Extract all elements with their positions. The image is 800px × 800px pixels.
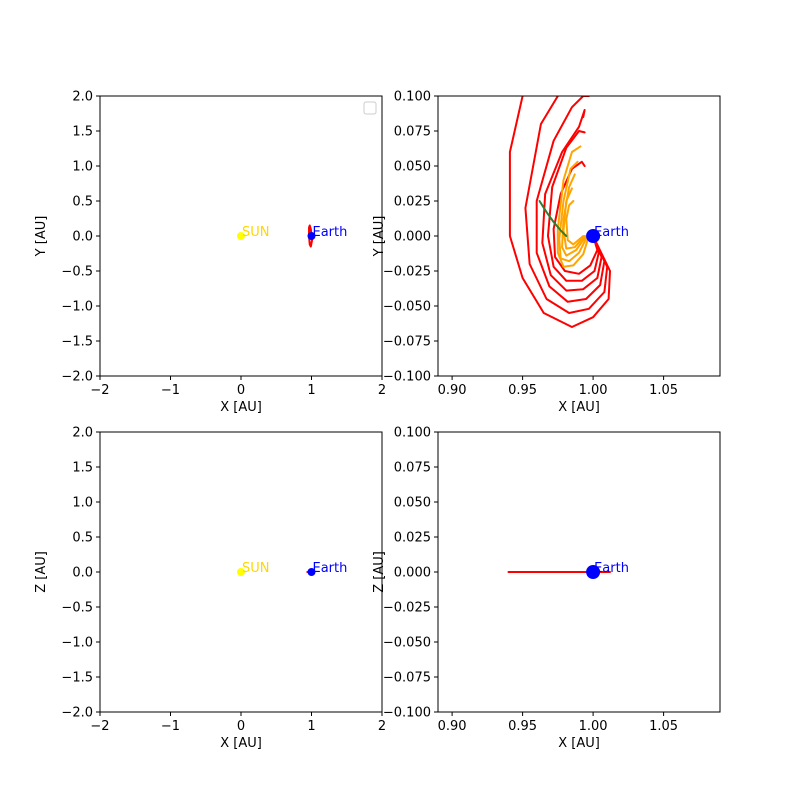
y-tick-label: 1.0 — [72, 160, 93, 175]
sun-marker — [237, 232, 245, 240]
x-tick-label: 0 — [237, 383, 245, 398]
x-tick-label: −1 — [161, 383, 180, 398]
y-tick-label: 0.5 — [72, 195, 93, 210]
legend-box — [363, 101, 377, 115]
series-line-8 — [561, 173, 588, 257]
x-tick-label: 1.05 — [649, 383, 678, 398]
x-tick-label: 2 — [378, 383, 386, 398]
y-tick-label: 2.0 — [72, 426, 93, 441]
x-tick-label: 0 — [237, 719, 245, 734]
series-line-7 — [558, 160, 589, 263]
y-axis-label: Z [AU] — [372, 551, 387, 593]
panel-bottom-right: 0.90 0.95 1.00 1.05 −0.100 −0.075 −0.050 −0.025… — [372, 426, 721, 751]
x-tick-label: 1 — [307, 383, 315, 398]
y-tick-label: 1.5 — [72, 125, 93, 140]
y-tick-label: 0.025 — [394, 531, 431, 546]
y-tick-label: 0.000 — [394, 230, 431, 245]
series-line-4 — [546, 130, 600, 282]
y-axis-label: Y [AU] — [372, 216, 387, 258]
y-tick-label: −1.0 — [61, 636, 93, 651]
series-line-3 — [541, 109, 603, 292]
x-tick-label: 1 — [307, 719, 315, 734]
y-tick-label: 0.100 — [394, 90, 431, 105]
series-line-2 — [535, 96, 606, 303]
plot-area — [237, 224, 316, 248]
sun-label: SUN — [242, 561, 270, 576]
earth-label: Earth — [313, 561, 348, 576]
x-tick-label: 0.90 — [438, 383, 467, 398]
y-tick-label: −0.100 — [383, 706, 431, 721]
x-axis-label: X [AU] — [558, 736, 600, 751]
x-tick-label: 1.00 — [579, 719, 608, 734]
plot-area — [237, 568, 316, 576]
y-tick-label: 0.050 — [394, 160, 431, 175]
panel-top-left: −2 −1 0 1 2 −2.0 −1.5 −1.0 −0.5 0.0 0.5 1.0 1.5 2.0 X … — [34, 90, 386, 416]
earth-marker — [307, 232, 316, 240]
x-tick-label: 0.95 — [508, 383, 537, 398]
series-line-0 — [508, 96, 612, 328]
y-tick-label: 1.0 — [72, 496, 93, 511]
sun-label: SUN — [242, 225, 270, 240]
y-tick-label: 0.075 — [394, 125, 431, 140]
y-tick-label: 0.075 — [394, 461, 431, 476]
x-tick-label: 2 — [378, 719, 386, 734]
x-tick-label: 0.90 — [438, 719, 467, 734]
x-tick-label: 1.00 — [579, 383, 608, 398]
x-tick-label: 0.95 — [508, 719, 537, 734]
y-tick-label: −1.5 — [61, 671, 93, 686]
earth-marker — [307, 568, 316, 576]
y-tick-label: 0.025 — [394, 195, 431, 210]
y-tick-label: −0.075 — [383, 335, 431, 350]
y-tick-label: −1.5 — [61, 335, 93, 350]
x-axis-label: X [AU] — [220, 736, 262, 751]
earth-marker — [586, 229, 601, 243]
y-tick-label: −2.0 — [61, 706, 93, 721]
y-axis-label: Y [AU] — [34, 216, 49, 258]
x-tick-label: −1 — [161, 719, 180, 734]
series-line-9 — [562, 187, 586, 250]
y-tick-label: −0.050 — [383, 636, 431, 651]
series-line-11 — [538, 200, 568, 237]
y-tick-label: −0.025 — [383, 601, 431, 616]
y-tick-label: 0.100 — [394, 426, 431, 441]
panel-top-right: 0.90 0.95 1.00 1.05 −0.100 −0.075 −0.050 −0.025… — [372, 90, 721, 415]
sun-marker — [237, 568, 245, 576]
y-tick-label: −0.5 — [61, 265, 93, 280]
x-axis-label: X [AU] — [558, 400, 600, 415]
y-tick-label: 1.5 — [72, 461, 93, 476]
y-tick-label: −0.075 — [383, 671, 431, 686]
y-tick-label: −2.0 — [61, 370, 93, 385]
y-tick-label: 0.0 — [72, 566, 93, 581]
y-axis-label: Z [AU] — [34, 551, 49, 593]
series-line-10 — [565, 200, 585, 246]
y-tick-label: −0.050 — [383, 300, 431, 315]
panel-bottom-left: −2 −1 0 1 2 −2.0 −1.5 −1.0 −0.5 0.0 0.5 1.0 1.5 2.0 X … — [34, 426, 386, 752]
earth-label: Earth — [594, 225, 629, 240]
y-tick-label: 2.0 — [72, 90, 93, 105]
earth-label: Earth — [313, 225, 348, 240]
plot-area — [508, 96, 612, 328]
series-line-5 — [552, 160, 599, 275]
x-tick-label: 1.05 — [649, 719, 678, 734]
earth-label: Earth — [594, 561, 629, 576]
y-tick-label: 0.050 — [394, 496, 431, 511]
x-tick-label: −2 — [90, 383, 109, 398]
y-tick-label: −0.025 — [383, 265, 431, 280]
series-line-6 — [556, 145, 590, 268]
x-tick-label: −2 — [90, 719, 109, 734]
y-tick-label: −1.0 — [61, 300, 93, 315]
y-tick-label: −0.5 — [61, 601, 93, 616]
y-tick-label: 0.5 — [72, 531, 93, 546]
plot-area — [507, 565, 612, 579]
series-line-1 — [524, 96, 609, 314]
earth-marker — [586, 565, 601, 579]
y-tick-label: 0.0 — [72, 230, 93, 245]
x-axis-label: X [AU] — [220, 400, 262, 415]
y-tick-label: −0.100 — [383, 370, 431, 385]
y-tick-label: 0.000 — [394, 566, 431, 581]
